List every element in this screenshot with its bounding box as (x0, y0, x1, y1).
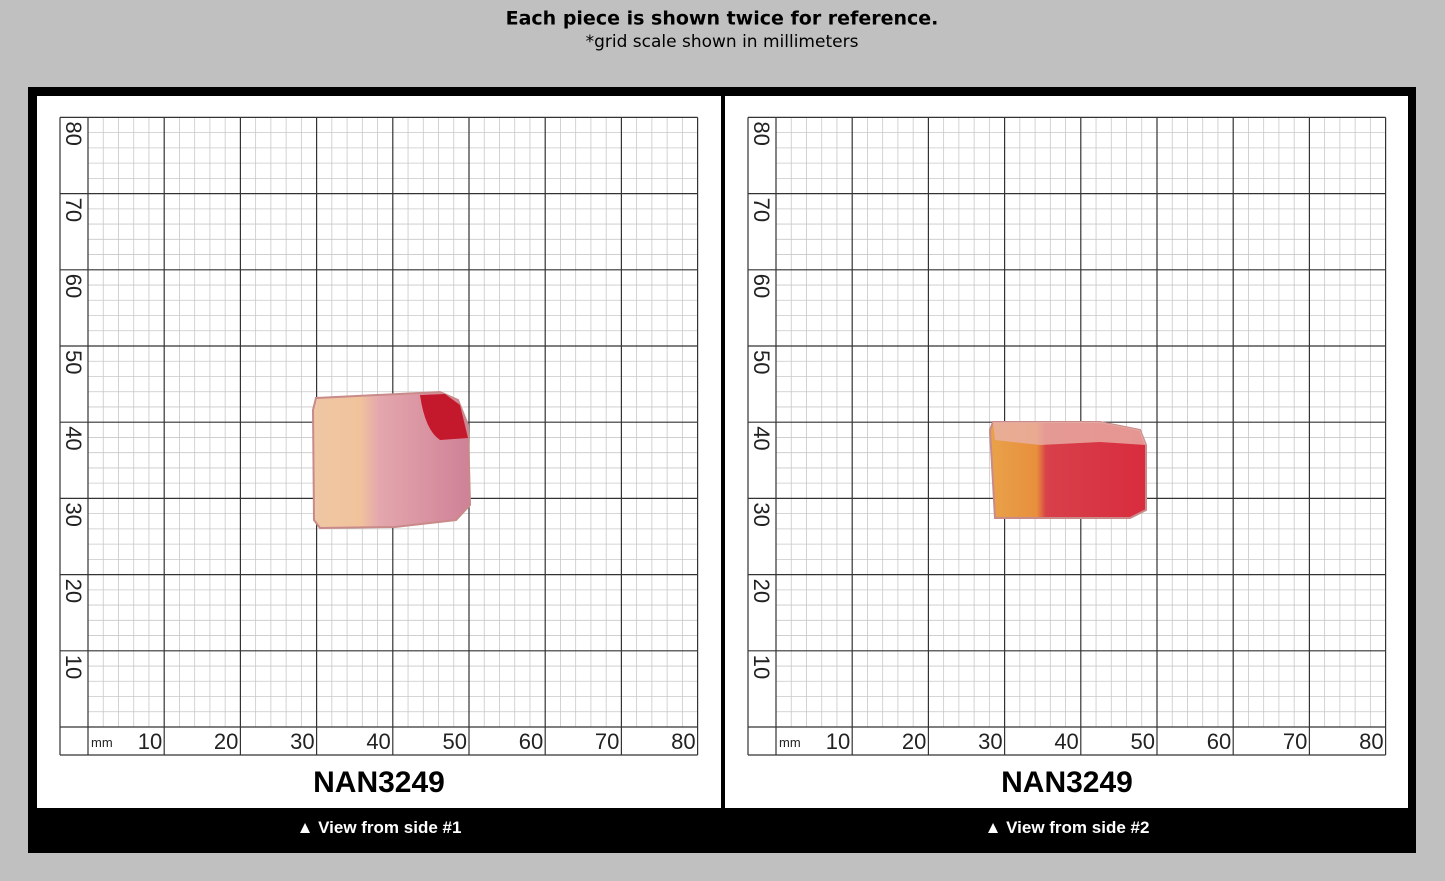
piece-name: NAN3249 (313, 766, 445, 799)
unit-label: mm (779, 735, 801, 750)
y-scale-label: 30 (61, 502, 86, 526)
x-scale-label: 10 (138, 729, 162, 754)
y-scale-label: 70 (61, 198, 86, 222)
y-scale-label: 70 (749, 198, 774, 222)
x-scale-label: 50 (443, 729, 467, 754)
x-scale-label: 80 (1359, 729, 1383, 754)
x-scale-label: 40 (1054, 729, 1078, 754)
y-scale-label: 80 (61, 121, 86, 145)
y-scale-label: 40 (749, 426, 774, 450)
y-scale-label: 20 (61, 579, 86, 603)
x-scale-label: 60 (1207, 729, 1231, 754)
x-scale-label: 60 (519, 729, 543, 754)
view-caption: ▲ View from side #2 (985, 818, 1150, 837)
x-scale-label: 10 (826, 729, 850, 754)
title: Each piece is shown twice for reference. (506, 8, 939, 30)
subtitle: *grid scale shown in millimeters (586, 32, 859, 52)
stones (311, 390, 1147, 530)
x-scale-label: 70 (1283, 729, 1307, 754)
y-scale-label: 40 (61, 426, 86, 450)
y-scale-label: 30 (749, 502, 774, 526)
x-scale-label: 30 (978, 729, 1002, 754)
stone-facet (993, 422, 1146, 445)
x-scale-label: 20 (214, 729, 238, 754)
y-scale-label: 60 (61, 274, 86, 298)
stone-facet (420, 394, 468, 440)
y-scale-label: 60 (749, 274, 774, 298)
y-scale-label: 20 (749, 579, 774, 603)
piece-name: NAN3249 (1001, 766, 1133, 799)
y-scale-label: 50 (61, 350, 86, 374)
unit-label: mm (91, 735, 113, 750)
x-scale-label: 40 (366, 729, 390, 754)
y-scale-label: 50 (749, 350, 774, 374)
view-caption: ▲ View from side #1 (297, 818, 462, 837)
y-scale-label: 10 (61, 655, 86, 679)
y-scale-label: 10 (749, 655, 774, 679)
x-scale-label: 20 (902, 729, 926, 754)
panel: mm 10 10 20 20 30 30 40 40 50 50 60 60 70 70 80 80 NAN324… (37, 96, 721, 837)
y-scale-label: 80 (749, 121, 774, 145)
x-scale-label: 50 (1131, 729, 1155, 754)
x-scale-label: 30 (290, 729, 314, 754)
x-scale-label: 80 (671, 729, 695, 754)
stone (988, 421, 1147, 519)
x-scale-label: 70 (595, 729, 619, 754)
